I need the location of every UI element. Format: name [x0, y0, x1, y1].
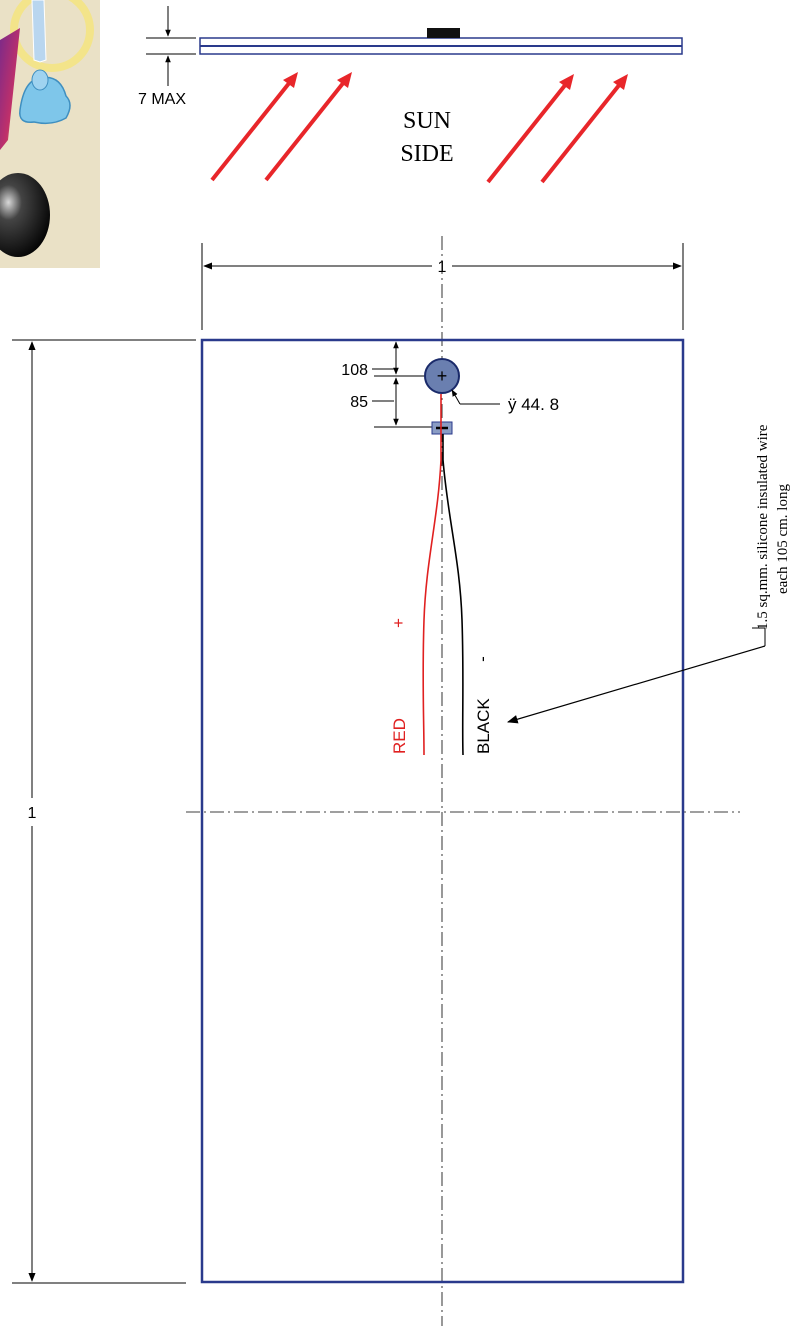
- sun-arrow-3-head: [559, 74, 574, 90]
- sun-side-line2: SIDE: [400, 141, 453, 167]
- clip-art-black-ball: [0, 173, 50, 257]
- terminal-plus-symbol: +: [437, 366, 448, 386]
- black-wire-sign: -: [473, 656, 492, 662]
- red-wire-label: RED: [390, 718, 409, 754]
- black-wire-label: BLACK: [474, 698, 493, 754]
- diameter-leader-arrow: [451, 389, 461, 405]
- wire-note-line1: 1.5 sq.mm. silicone insulated wire: [755, 424, 771, 630]
- offset-label: 108: [341, 362, 368, 379]
- height-dimension: 1: [12, 339, 196, 1284]
- sun-side-line1: SUN: [403, 108, 451, 134]
- red-wire: [422, 394, 442, 756]
- height-label: 1: [28, 805, 37, 822]
- sun-arrows: SUN SIDE: [210, 72, 628, 184]
- wire-note-bracket: [752, 627, 766, 646]
- sun-arrow-4: [540, 82, 622, 184]
- sun-arrow-2-head: [337, 72, 352, 88]
- terminal-assembly: + ÿ 44. 8: [424, 358, 559, 435]
- black-wire: [442, 434, 464, 756]
- panel-front-outline: [200, 338, 685, 1284]
- clip-art-sun-ring: [10, 0, 94, 72]
- thickness-label: 7 MAX: [138, 91, 186, 108]
- terminal-dimensions: 108 85: [341, 341, 432, 428]
- side-view: 7 MAX: [138, 6, 683, 108]
- diameter-label: ÿ 44. 8: [508, 395, 559, 414]
- wires: RED + BLACK -: [389, 394, 493, 756]
- red-wire-sign: +: [389, 618, 408, 628]
- sun-arrow-4-head: [613, 74, 628, 90]
- wire-note-leader-arrow: [506, 645, 766, 724]
- sun-arrow-3: [486, 82, 568, 184]
- spacing-label: 85: [350, 394, 368, 411]
- wire-note: 1.5 sq.mm. silicone insulated wire each …: [506, 424, 791, 724]
- junction-box-side: [427, 28, 460, 38]
- clip-art-purple-shape: [0, 28, 20, 150]
- clip-art-blue-bulb: [31, 69, 49, 91]
- width-dimension: 1: [201, 243, 684, 330]
- wire-note-line2: each 105 cm. long: [775, 484, 791, 594]
- terminal-plus-circle: [424, 358, 460, 394]
- sun-arrow-1: [210, 80, 292, 182]
- clip-art-illustration: [0, 0, 100, 268]
- sun-arrow-1-head: [283, 72, 298, 88]
- clip-art-tube: [31, 0, 47, 63]
- sun-arrow-2: [264, 80, 346, 182]
